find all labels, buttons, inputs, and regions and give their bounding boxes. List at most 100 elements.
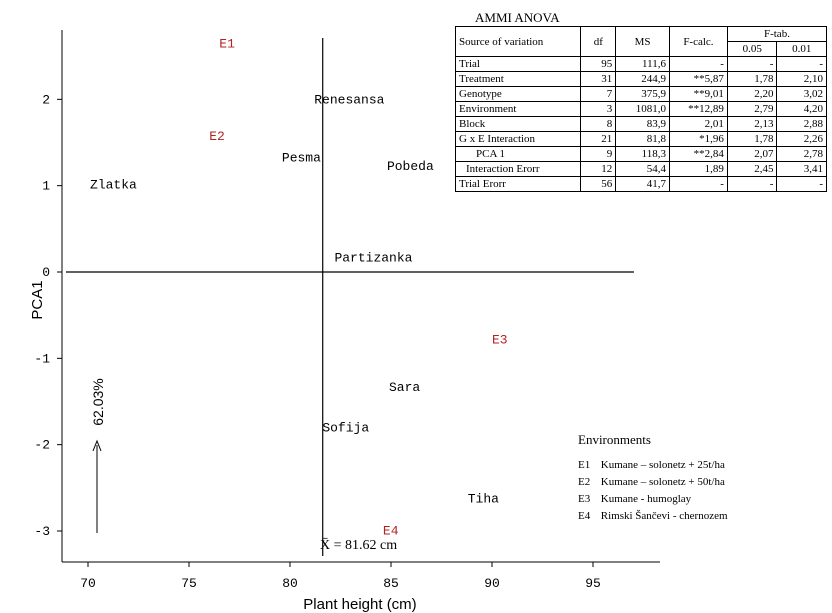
- anova-cell-f01: 2,88: [776, 116, 827, 132]
- anova-body: Trial 95 111,6- - - Treatment 31 244,9 **5,87 1,7…: [454, 56, 827, 192]
- anova-cell-ms: 83,9: [615, 116, 670, 132]
- ticks: 70 75 80 85 90 95 2 1 0 -1 -2 -3: [34, 92, 600, 591]
- x-tick-label: 85: [383, 576, 399, 591]
- anova-cell-source: PCA 1: [454, 146, 582, 162]
- anova-cell-source: G x E Interaction: [454, 131, 582, 147]
- anova-cell-f05: 2,07: [726, 146, 778, 162]
- genotype-label: Pesma: [282, 150, 321, 165]
- anova-row: Interaction Erorr 12 54,4 1,89 2,45 3,41: [454, 161, 827, 177]
- anova-row: Block 8 83,9 2,01 2,13 2,88: [454, 116, 827, 132]
- environment-label: E4: [383, 523, 399, 538]
- anova-row: Genotype 7 375,9 **9,01 2,20 3,02: [454, 86, 827, 102]
- legend-code: E4: [578, 510, 591, 522]
- anova-cell-df: 31: [580, 71, 617, 87]
- x-tick-label: 95: [585, 576, 601, 591]
- genotype-label: Zlatka: [90, 177, 137, 192]
- axes: [61, 30, 660, 563]
- genotype-label: Pobeda: [387, 159, 434, 174]
- anova-cell-fcalc: -: [668, 176, 728, 192]
- anova-cell-fcalc: **12,89: [668, 101, 728, 117]
- anova-cell-ms: 54,4: [615, 161, 670, 177]
- anova-cell-source: Environment: [454, 101, 582, 117]
- environment-label: E1: [219, 37, 235, 52]
- header-ms: MS: [615, 26, 670, 57]
- anova-cell-ms: 81,8: [615, 131, 670, 147]
- anova-cell-source: Trial: [454, 56, 582, 72]
- anova-cell-f05: 2,20: [726, 86, 778, 102]
- anova-cell-f01: 4,20: [776, 101, 827, 117]
- x-tick-label: 75: [181, 576, 197, 591]
- anova-cell-f05: 1,78: [726, 71, 778, 87]
- anova-cell-source: Treatment: [454, 71, 582, 87]
- anova-cell-f01: 3,41: [776, 161, 827, 177]
- genotype-label: Partizanka: [334, 251, 412, 266]
- anova-cell-df: 95: [580, 56, 617, 72]
- anova-cell-ms: 375,9: [615, 86, 670, 102]
- anova-cell-f05: 2,79: [726, 101, 778, 117]
- anova-cell-source: Genotype: [454, 86, 582, 102]
- genotype-label: Sofija: [322, 421, 369, 436]
- anova-cell-f01: -: [776, 56, 827, 72]
- anova-cell-f01: -: [776, 176, 827, 192]
- anova-cell-source: Trial Erorr: [454, 176, 582, 192]
- anova-header-row: Source of variation df MS F-calc. F-tab.: [454, 26, 828, 57]
- anova-row: Environment 3 1081,0 **12,89 2,79 4,20: [454, 101, 827, 117]
- y-tick-label: 0: [42, 265, 50, 280]
- legend-row: E2 Kumane – solonetz + 50t/ha: [578, 474, 728, 491]
- x-tick-label: 90: [484, 576, 500, 591]
- anova-cell-ms: 244,9: [615, 71, 670, 87]
- legend-code: E2: [578, 476, 591, 488]
- anova-cell-f01: 2,26: [776, 131, 827, 147]
- anova-cell-fcalc: *1,96: [668, 131, 728, 147]
- anova-title: AMMI ANOVA: [475, 10, 560, 25]
- anova-cell-f05: 1,78: [726, 131, 778, 147]
- anova-cell-ms: 41,7: [615, 176, 670, 192]
- anova-cell-fcalc: **5,87: [668, 71, 728, 87]
- header-fcalc: F-calc.: [668, 26, 728, 57]
- legend-text: Kumane - humoglay: [600, 493, 692, 505]
- variance-annotation: 62.03%: [90, 378, 106, 533]
- points: Renesansa Pesma Pobeda Zlatka Partizanka Sara…: [90, 37, 508, 539]
- anova-cell-fcalc: -: [668, 56, 728, 72]
- environment-label: E2: [209, 129, 225, 144]
- variance-note: 62.03%: [90, 378, 106, 425]
- anova-cell-f01: 2,10: [776, 71, 827, 87]
- header-ftab: F-tab.: [726, 26, 828, 42]
- anova-cell-fcalc: 1,89: [668, 161, 728, 177]
- anova-cell-df: 21: [580, 131, 617, 147]
- anova-table: Source of variation df MS F-calc. F-tab.…: [454, 26, 828, 192]
- legend-text: Kumane – solonetz + 50t/ha: [600, 476, 725, 488]
- grand-mean-label: X̄ = 81.62 cm: [320, 538, 398, 553]
- anova-cell-fcalc: **9,01: [668, 86, 728, 102]
- environment-label: E3: [492, 333, 508, 348]
- y-tick-label: -1: [34, 351, 50, 366]
- header-p05: 0.05: [726, 41, 778, 57]
- anova-cell-f05: 2,13: [726, 116, 778, 132]
- anova-table-panel: AMMI ANOVA Source of variation df MS F-c…: [454, 10, 832, 192]
- anova-cell-f05: 2,45: [726, 161, 778, 177]
- legend-title: Environments: [578, 432, 651, 447]
- genotype-label: Renesansa: [314, 93, 384, 108]
- legend-row: E1 Kumane – solonetz + 25t/ha: [578, 457, 728, 474]
- legend-code: E1: [578, 459, 591, 471]
- legend-row: E3 Kumane - humoglay: [578, 491, 728, 508]
- anova-cell-df: 3: [580, 101, 617, 117]
- anova-row: Treatment 31 244,9 **5,87 1,78 2,10: [454, 71, 827, 87]
- y-axis-label: PCA1: [29, 280, 46, 319]
- anova-cell-ms: 1081,0: [615, 101, 670, 117]
- anova-cell-ms: 111,6: [615, 56, 670, 72]
- header-source: Source of variation: [454, 26, 582, 57]
- anova-cell-fcalc: **2,84: [668, 146, 728, 162]
- x-axis-label: Plant height (cm): [303, 596, 416, 613]
- header-df: df: [580, 26, 617, 57]
- legend-code: E3: [578, 493, 591, 505]
- legend-text: Rimski Šančevi - chernozem: [600, 510, 728, 522]
- anova-cell-fcalc: 2,01: [668, 116, 728, 132]
- anova-cell-f05: -: [726, 56, 778, 72]
- anova-cell-df: 8: [580, 116, 617, 132]
- environments-legend: Environments E1 Kumane – solonetz + 25t/…: [578, 432, 728, 525]
- anova-row: Trial Erorr 56 41,7- - -: [454, 176, 827, 192]
- anova-cell-f05: -: [726, 176, 778, 192]
- anova-cell-f01: 2,78: [776, 146, 827, 162]
